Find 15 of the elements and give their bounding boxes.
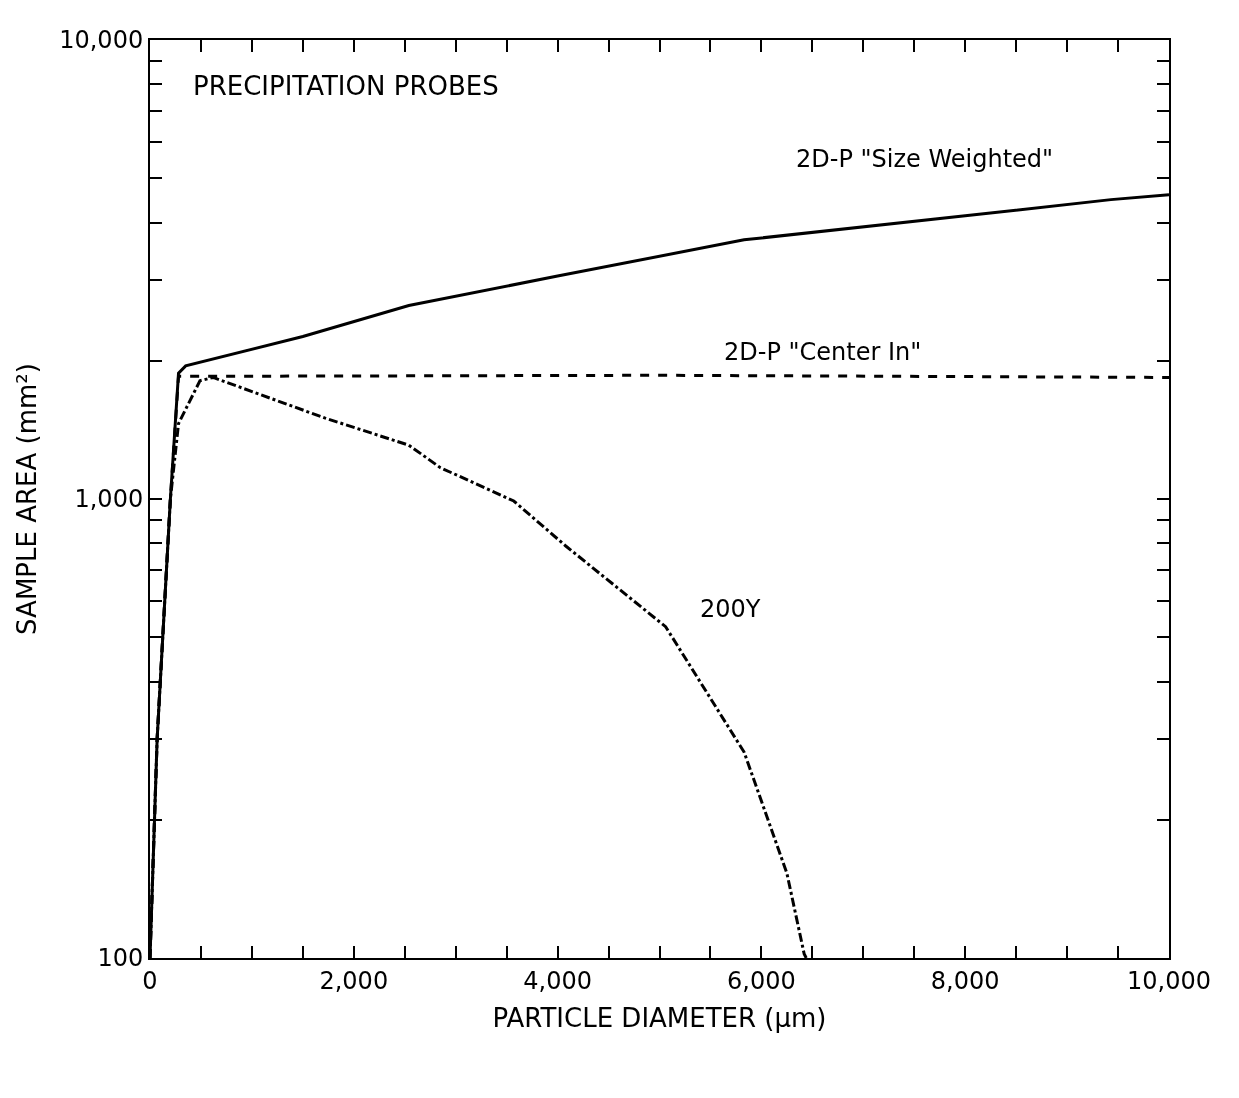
y-tick-label: 10,000 <box>59 26 144 55</box>
text: PRECIPITATION PROBES <box>193 71 499 101</box>
y-tick-label: 100 <box>97 944 144 973</box>
series-label: 200Y <box>700 595 761 623</box>
x-tick-label: 0 <box>142 966 158 995</box>
x-tick-label: 8,000 <box>930 966 1000 995</box>
x-tick-label: 2,000 <box>319 966 389 995</box>
x-tick-label: 4,000 <box>523 966 592 995</box>
y-axis-title: SAMPLE AREA (mm²) <box>12 363 43 635</box>
series-label: 2D-P "Center In" <box>724 338 922 366</box>
series-label: 2D-P "Size Weighted" <box>796 145 1054 173</box>
y-tick-label: 1,000 <box>74 485 144 514</box>
x-tick-label: 10,000 <box>1127 966 1211 995</box>
x-axis-title: PARTICLE DIAMETER (μm) <box>492 1003 827 1033</box>
x-tick-label: 6,000 <box>727 966 796 995</box>
